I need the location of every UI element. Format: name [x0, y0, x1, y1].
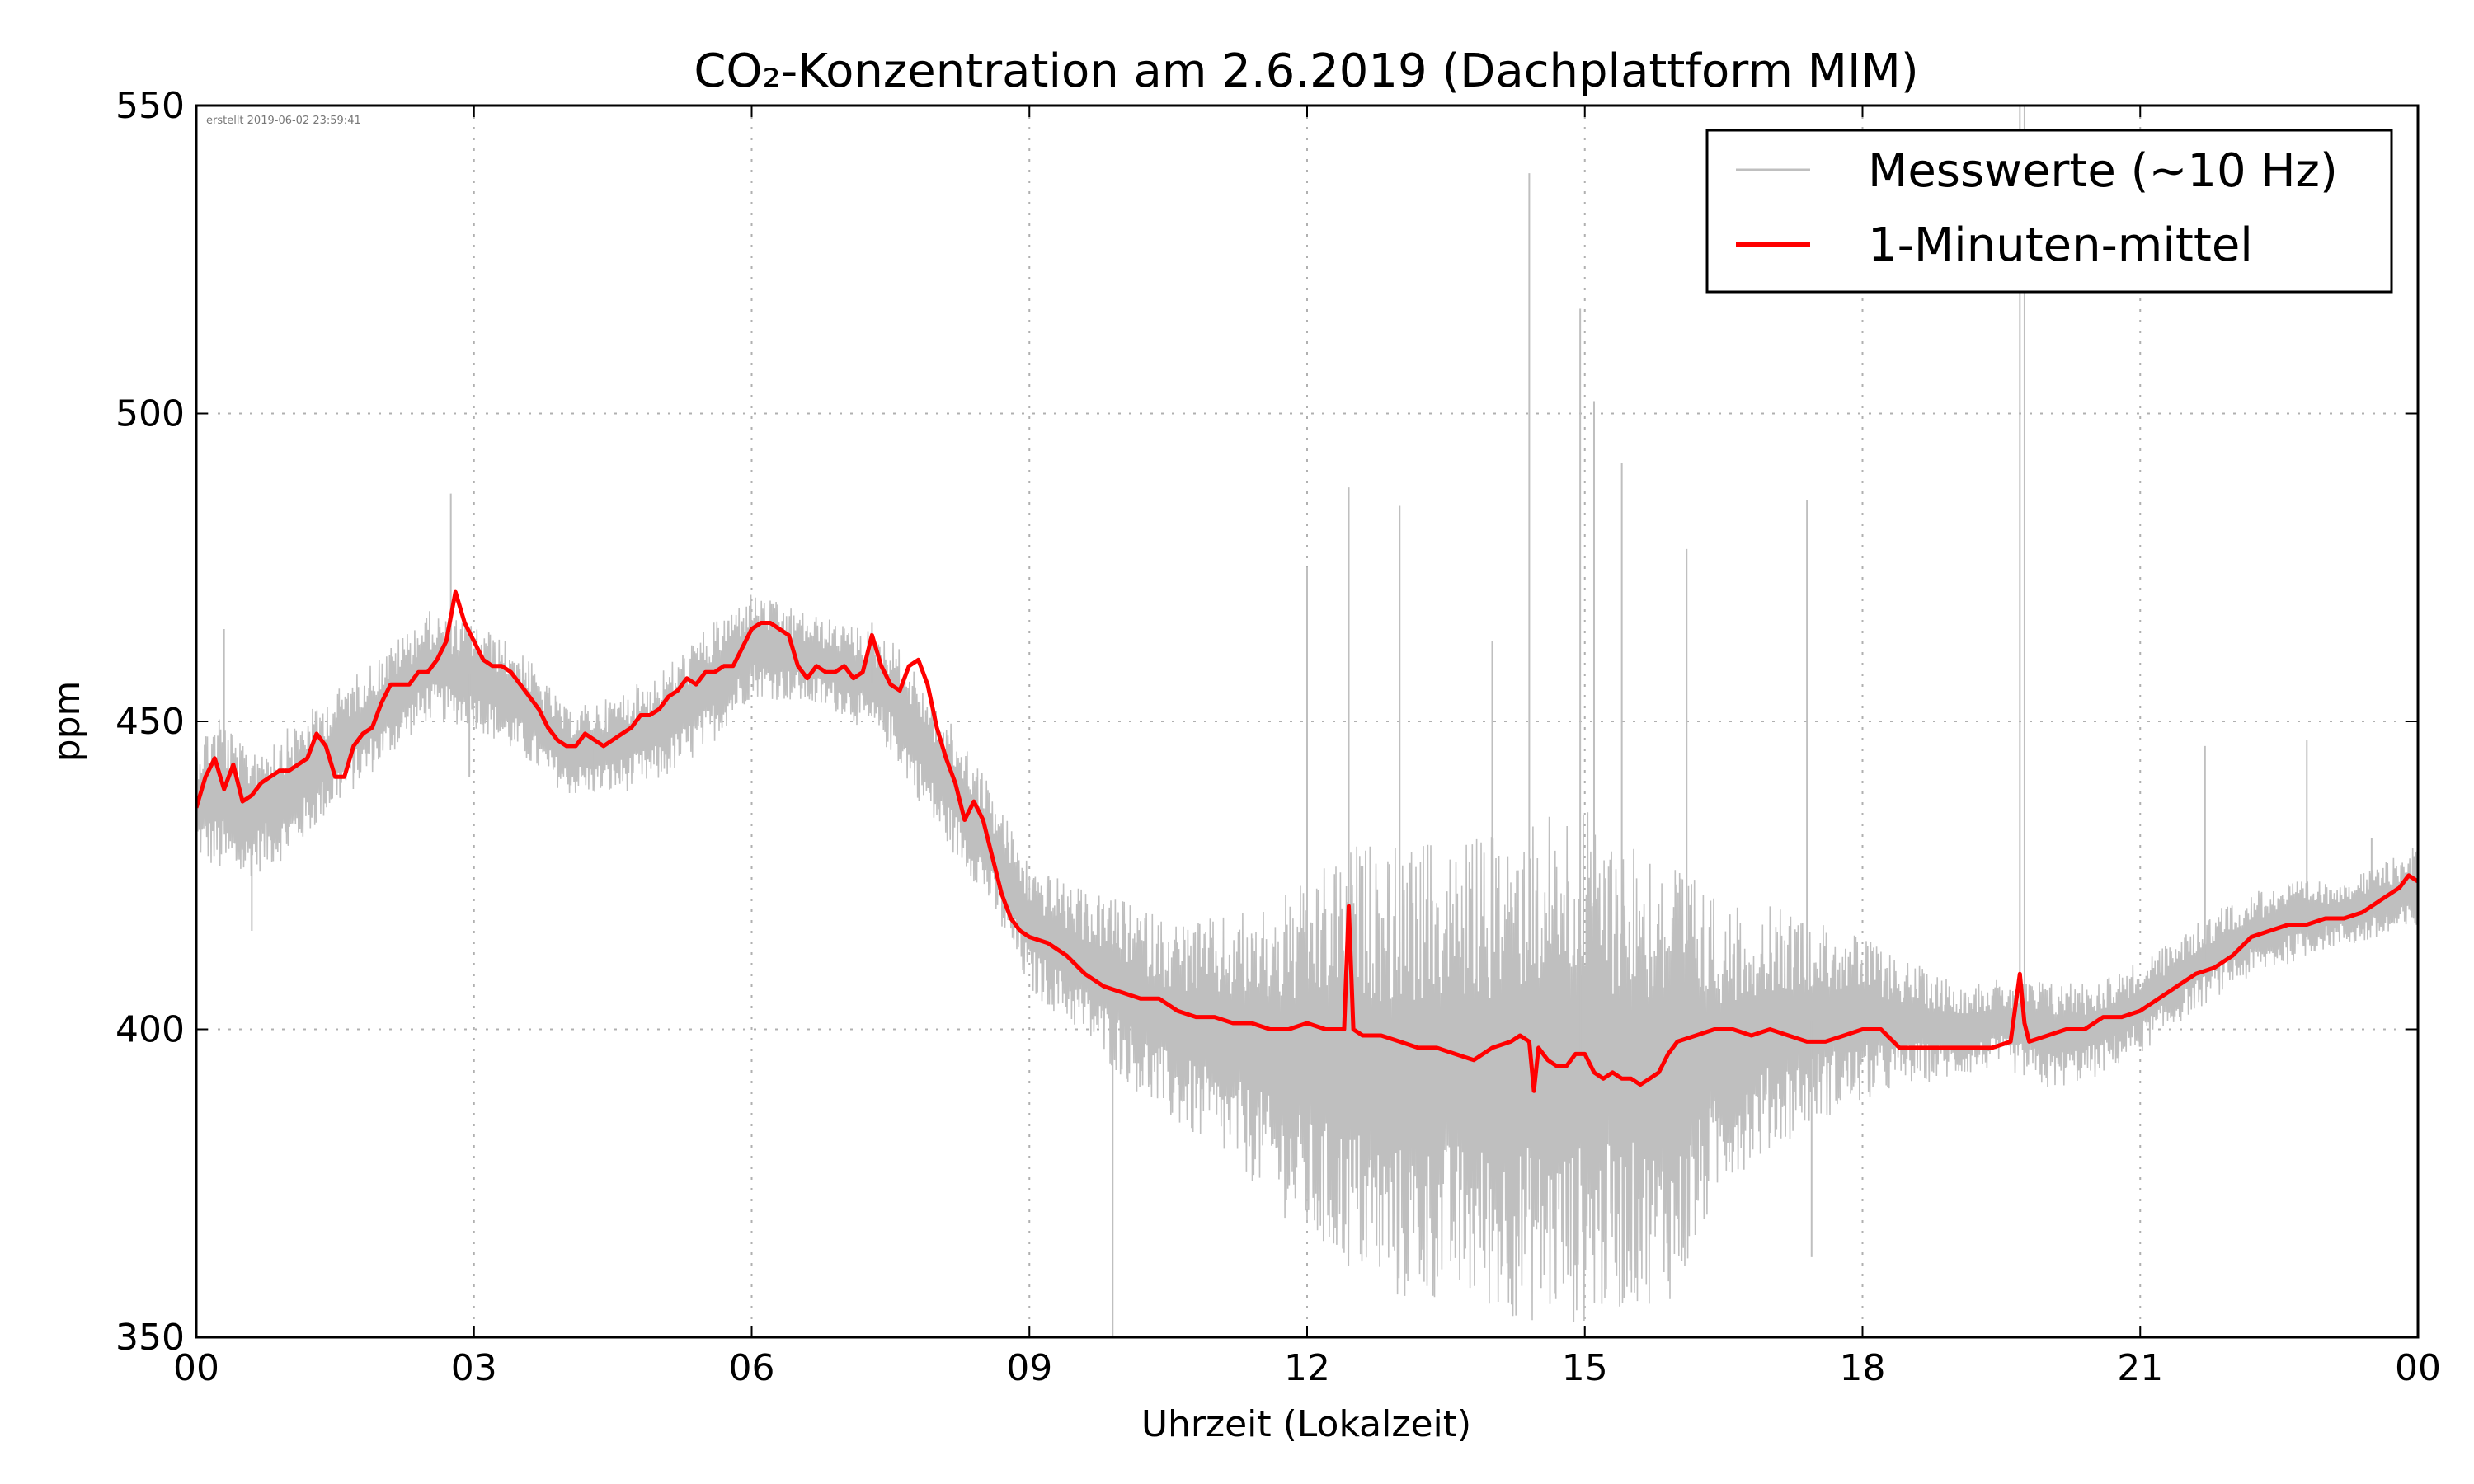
plot-area	[196, 106, 2418, 1337]
y-tick-label: 550	[115, 85, 185, 127]
mittel-line	[196, 589, 2418, 1093]
y-tick-label: 450	[115, 701, 185, 743]
legend-box	[1705, 129, 2393, 294]
y-tick-label: 400	[115, 1009, 185, 1051]
x-tick-label: 00	[2395, 1347, 2441, 1389]
x-axis-label: Uhrzeit (Lokalzeit)	[1141, 1403, 1471, 1445]
y-tick-label: 500	[115, 393, 185, 435]
x-tick-label: 12	[1284, 1347, 1330, 1389]
x-tick-label: 15	[1562, 1347, 1608, 1389]
x-tick-label: 18	[1840, 1347, 1886, 1389]
y-axis: 350 400 450 500 550	[115, 85, 2418, 1359]
series-messwerte	[196, 106, 2418, 1337]
legend: Messwerte (~10 Hz) 1-Minuten-mittel	[1705, 129, 2393, 294]
x-tick-label: 21	[2117, 1347, 2163, 1389]
y-tick-label: 350	[115, 1317, 185, 1359]
x-axis: 00 03 06 09 12 15 18 21 00	[173, 106, 2441, 1389]
messwerte-line	[196, 594, 2418, 1322]
legend-label-messwerte: Messwerte (~10 Hz)	[1868, 144, 2338, 198]
created-timestamp: erstellt 2019-06-02 23:59:41	[206, 115, 361, 127]
x-tick-label: 09	[1006, 1347, 1052, 1389]
series-1-minuten-mittel	[196, 589, 2418, 1093]
x-tick-label: 00	[173, 1347, 219, 1389]
x-tick-label: 06	[729, 1347, 775, 1389]
y-axis-label: ppm	[46, 681, 88, 763]
legend-label-1-minuten-mittel: 1-Minuten-mittel	[1868, 218, 2253, 272]
grid-lines	[196, 106, 2418, 1337]
x-tick-label: 03	[451, 1347, 497, 1389]
chart-title: CO₂-Konzentration am 2.6.2019 (Dachplatt…	[694, 45, 1918, 98]
